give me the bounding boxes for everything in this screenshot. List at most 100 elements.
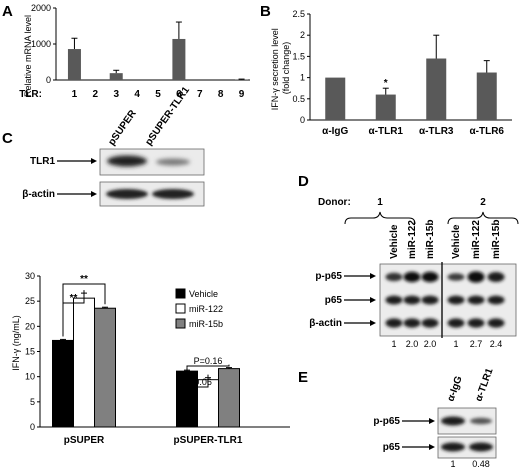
panel-label-a: A [2, 3, 13, 20]
blot-d-brace-donor-1 [344, 211, 416, 225]
chart-c-ytick-label: 30 [25, 271, 35, 281]
chart-c-legend-swatch [175, 318, 186, 329]
blot-d-donor-1: 1 [377, 197, 383, 208]
blot-d-quant: 2.4 [490, 339, 503, 349]
chart-b-xtick-label: α-TLR6 [470, 126, 505, 137]
chart-b-bar [375, 94, 396, 120]
chart-b: IFN-γ secretion level (fold change) 0 0.5… [270, 9, 512, 137]
blot-d-band-actin [487, 318, 505, 328]
chart-c-bar [52, 339, 74, 428]
panel-label-b: B [260, 3, 271, 20]
blot-d-band-actin [385, 318, 403, 328]
blot-e-arrowhead-pp65 [429, 418, 435, 424]
chart-c-legend-swatch [175, 303, 186, 314]
blot-c-lane-psuper-tlr1: pSUPER-TLR1 [143, 85, 192, 148]
blot-d-quant: 2.0 [424, 339, 437, 349]
blot-d-band-p65 [487, 295, 505, 305]
chart-c-legend-label: miR-15b [189, 319, 223, 329]
chart-c-bar [94, 307, 116, 428]
blot-d-quant: 1 [391, 339, 396, 349]
blot-c: pSUPER pSUPER-TLR1 TLR1 β-actin [22, 85, 205, 207]
chart-b-ytick-label: 0.5 [292, 94, 305, 104]
chart-a-xtick-label: 7 [197, 89, 203, 100]
blot-c-arrowhead-tlr1 [91, 158, 97, 164]
chart-b-ylabel-line-1: IFN-γ secretion level [270, 28, 280, 110]
chart-b-ytick-label: 1.5 [292, 51, 305, 61]
chart-a-bar [109, 73, 123, 80]
blot-d-lane-label: miR-122 [407, 220, 418, 259]
chart-b-xtick-label: α-IgG [322, 126, 348, 137]
blot-d-lane-label: Vehicle [451, 224, 462, 259]
blot-d-quant: 1 [453, 339, 458, 349]
chart-a-xtick-label: 9 [239, 89, 245, 100]
chart-b-ytick-label: 0 [300, 115, 305, 125]
blot-d-band-pp65 [467, 271, 485, 283]
chart-c-ytick-label: 5 [30, 397, 35, 407]
chart-c-ytick-label: 20 [25, 321, 35, 331]
chart-a-bar [172, 38, 186, 80]
blot-d-band-pp65 [487, 272, 505, 282]
chart-b-bar [426, 58, 447, 120]
chart-c-ylabel: IFN-γ (ng/mL) [11, 315, 21, 371]
blot-c-band-tlr1-lane1 [107, 155, 147, 167]
chart-a-ytick-label: 0 [46, 75, 51, 85]
blot-c-band-actin-lane2 [152, 189, 194, 199]
blot-d-row-p65: p65 [325, 295, 343, 306]
chart-c-bracket-3-label: P=0.16 [194, 356, 223, 366]
blot-d-band-pp65 [421, 271, 439, 283]
chart-a-ytick-label: 2000 [31, 3, 51, 13]
chart-c-bar [73, 297, 95, 428]
chart-c-bracket-1-label: ** [80, 274, 88, 285]
blot-d-arrowhead-actin [370, 320, 376, 326]
chart-a-xtick-label: 3 [113, 89, 119, 100]
chart-b-xtick-label: α-TLR1 [369, 126, 404, 137]
blot-e-band-pp65-lane1 [441, 416, 465, 426]
chart-b-ytick-label: 1 [300, 73, 305, 83]
blot-e-row-pp65: p-p65 [373, 416, 400, 427]
blot-d-band-pp65 [403, 271, 421, 283]
chart-c-legend-label: Vehicle [189, 289, 218, 299]
chart-c: IFN-γ (ng/mL) 0 5 10 15 20 25 30 pSUPER pSUPER-T… [11, 271, 290, 446]
blot-d-row-actin: β-actin [309, 318, 342, 329]
blot-d-band-actin [447, 318, 465, 328]
blot-c-band-tlr1-lane2 [156, 158, 190, 166]
chart-b-ytick-label: 2 [300, 30, 305, 40]
chart-a-xtick-label: 6 [176, 89, 182, 100]
blot-d-band-actin [421, 318, 439, 328]
blot-d-band-actin [467, 318, 485, 328]
blot-e-arrowhead-p65 [429, 444, 435, 450]
panel-label-d: D [298, 173, 309, 190]
chart-c-xtick-label: pSUPER-TLR1 [174, 435, 243, 446]
blot-d-arrowhead-pp65 [370, 273, 376, 279]
chart-c-bracket-4 [186, 367, 209, 388]
chart-c-ytick-label: 0 [30, 422, 35, 432]
chart-a-xtick-label: 2 [93, 89, 99, 100]
chart-b-ylabel-line-2: (fold change) [281, 42, 291, 95]
blot-d-row-pp65: p-p65 [315, 271, 342, 282]
chart-c-bracket-2 [62, 290, 85, 337]
blot-d-band-p65 [385, 295, 403, 305]
blot-e: α-IgG α-TLR1 p-p65 p65 1 0.48 [373, 366, 497, 469]
chart-b-significance: * [384, 78, 388, 89]
blot-e-lane-igg: α-IgG [445, 374, 464, 403]
chart-b-xtick-label: α-TLR3 [419, 126, 454, 137]
blot-e-lane-tlr1: α-TLR1 [473, 366, 495, 403]
chart-a-xtick-label: 5 [155, 89, 161, 100]
blot-d-band-p65 [421, 295, 439, 305]
chart-b-bar [476, 72, 497, 120]
blot-d-lane-label: Vehicle [389, 224, 400, 259]
chart-a: Relative mRNA level TLR: 0 1000 2000 1 2 3 4 5 6… [19, 3, 250, 100]
blot-e-frame-p65 [437, 436, 497, 459]
blot-c-row-actin: β-actin [22, 189, 55, 200]
chart-c-ytick-label: 15 [25, 347, 35, 357]
chart-c-ytick-label: 10 [25, 372, 35, 382]
blot-d-lane-label: miR-122 [471, 220, 482, 259]
chart-c-bracket-3 [186, 364, 230, 368]
chart-a-bar [67, 49, 81, 80]
chart-c-ytick-label: 25 [25, 296, 35, 306]
blot-d-band-p65 [467, 295, 485, 305]
blot-d-band-actin [403, 318, 421, 328]
blot-d-band-pp65 [385, 272, 403, 282]
svg-text:IFN-γ secretion level (f: IFN-γ secretion level (fold change) [270, 26, 291, 111]
